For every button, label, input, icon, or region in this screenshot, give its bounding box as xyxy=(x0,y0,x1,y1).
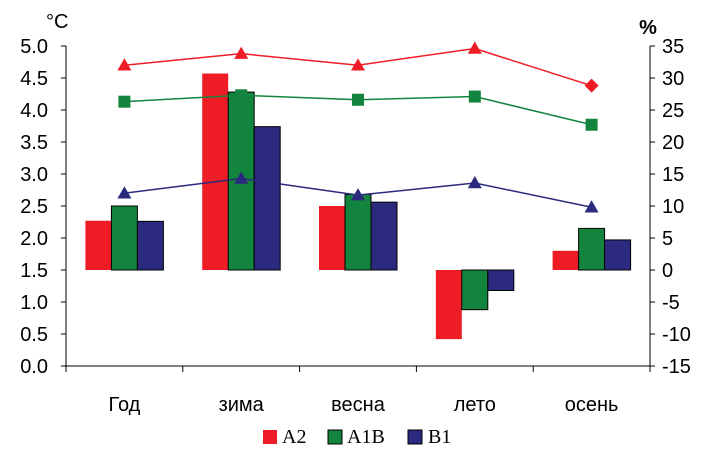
right-tick-label: 15 xyxy=(662,164,684,186)
legend-label-a1b: A1B xyxy=(347,426,385,448)
legend-label-a2: A2 xyxy=(282,426,306,448)
right-tick-label: -15 xyxy=(662,356,691,378)
point-a2-3 xyxy=(351,58,365,71)
category-label: Год xyxy=(108,394,140,416)
legend-swatch-a2 xyxy=(263,430,277,444)
bar-a2-3 xyxy=(319,206,345,270)
left-tick-label: 4.0 xyxy=(20,100,48,122)
point-a1b-4 xyxy=(468,90,481,103)
bar-b1-2 xyxy=(253,126,281,271)
bar-b1-5 xyxy=(604,239,632,271)
bar-a2-2 xyxy=(202,73,229,271)
point-a1b-1 xyxy=(118,95,131,108)
point-a2-2 xyxy=(234,46,249,59)
right-tick-label: 5 xyxy=(662,228,673,250)
category-label: лето xyxy=(454,394,496,416)
legend-swatch-b1 xyxy=(407,429,423,445)
right-tick-label: 25 xyxy=(662,100,684,122)
bar-a2-4 xyxy=(435,270,462,340)
right-tick-label: -10 xyxy=(662,324,691,346)
legend-layer: A2 A1B B1 xyxy=(263,426,451,448)
point-a2-1 xyxy=(117,58,132,71)
right-tick-label: 20 xyxy=(662,132,684,154)
point-a1b-2 xyxy=(235,89,248,102)
bar-a1b-1 xyxy=(110,205,138,271)
point-a1b-5 xyxy=(585,118,598,131)
category-label: весна xyxy=(331,394,386,416)
bar-a2-5 xyxy=(552,250,579,270)
category-label: осень xyxy=(565,394,619,416)
point-a1b-3 xyxy=(352,93,364,106)
bar-a1b-4 xyxy=(461,269,489,311)
right-tick-label: -5 xyxy=(662,292,680,314)
bar-b1-4 xyxy=(487,269,515,291)
bar-a1b-5 xyxy=(578,227,606,271)
left-tick-label: 2.5 xyxy=(20,196,48,218)
right-axis-unit: % xyxy=(639,17,657,39)
left-tick-label: 3.0 xyxy=(20,164,48,186)
point-a2-5 xyxy=(584,78,599,93)
left-tick-label: 0.0 xyxy=(20,356,48,378)
lines-layer xyxy=(117,41,599,213)
point-b1-3 xyxy=(351,188,365,201)
axes-layer xyxy=(61,45,655,372)
legend-swatch-a1b xyxy=(327,429,343,445)
bars-layer xyxy=(85,73,632,340)
point-b1-5 xyxy=(584,200,599,213)
category-label: зима xyxy=(219,394,265,416)
point-b1-2 xyxy=(234,171,249,184)
left-tick-label: 2.0 xyxy=(20,228,48,250)
left-tick-label: 4.5 xyxy=(20,68,48,90)
left-tick-label: 1.0 xyxy=(20,292,48,314)
bar-a2-1 xyxy=(85,220,112,270)
point-b1-4 xyxy=(467,175,482,189)
legend-label-b1: B1 xyxy=(428,426,451,448)
left-tick-label: 3.5 xyxy=(20,132,48,154)
bar-b1-3 xyxy=(370,201,398,271)
point-b1-1 xyxy=(117,186,132,199)
left-tick-label: 0.5 xyxy=(20,324,48,346)
left-tick-label: 5.0 xyxy=(20,36,48,58)
right-tick-label: 10 xyxy=(662,196,684,218)
bar-b1-1 xyxy=(136,220,164,271)
ticks-layer: 0.0 0.5 1.0 1.5 2.0 2.5 3.0 3.5 4.0 4.5 5.0 -15 -10 -… xyxy=(20,11,691,416)
left-axis-unit: °C xyxy=(46,11,68,33)
right-tick-label: 35 xyxy=(662,36,684,58)
bar-a1b-3 xyxy=(344,193,372,271)
left-tick-label: 1.5 xyxy=(20,260,48,282)
point-a2-4 xyxy=(467,41,482,54)
right-tick-label: 30 xyxy=(662,68,684,90)
right-tick-label: 0 xyxy=(662,260,673,282)
